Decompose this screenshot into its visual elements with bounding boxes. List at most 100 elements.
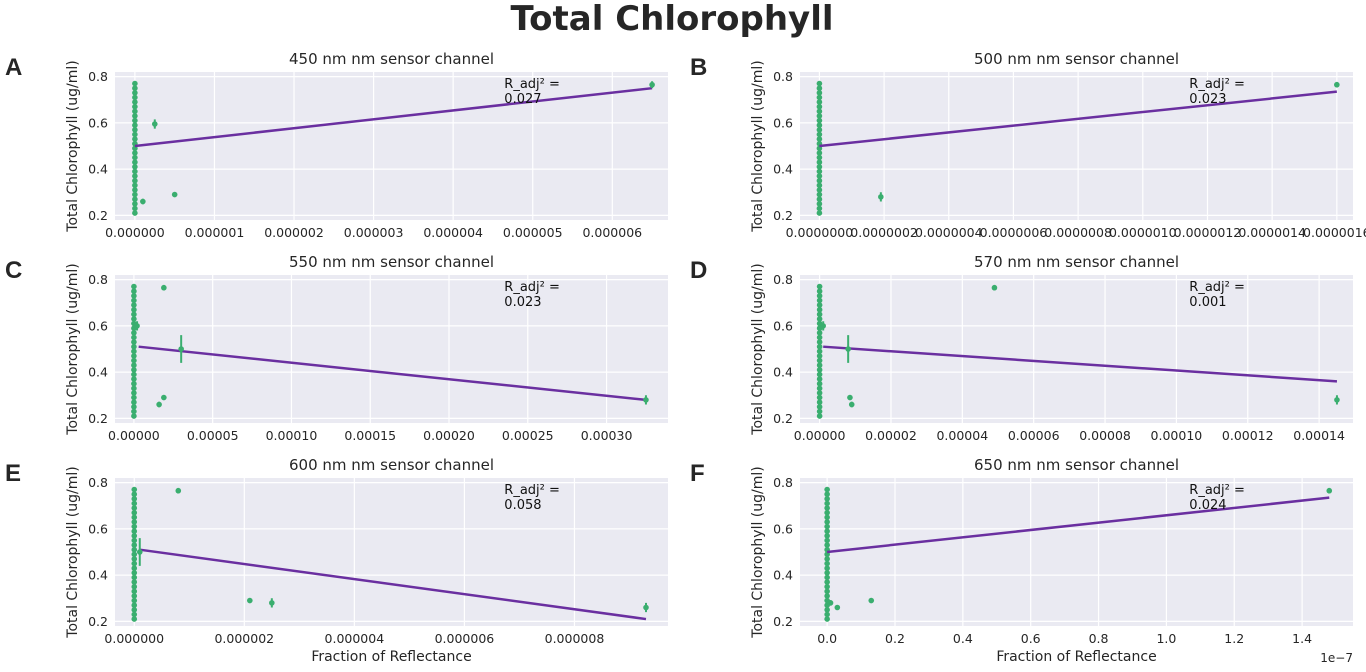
panel-e-title: 600 nm nm sensor channel: [289, 456, 494, 474]
panel-a-cluster-point: [132, 154, 138, 161]
panel-d-xtick-label: 0.00002: [865, 428, 917, 443]
panel-a-ytick-label: 0.4: [88, 162, 108, 177]
panel-e-cluster-point: [131, 588, 138, 595]
panel-c-data-point: [156, 401, 162, 408]
panel-b-cluster-point: [816, 150, 823, 156]
panel-e-cluster-point: [131, 616, 138, 622]
panel-e-cluster-point: [131, 593, 138, 599]
panel-f-ytick-label: 0.8: [773, 475, 793, 490]
panel-c-data-point: [643, 397, 649, 403]
panel-d-cluster-point: [816, 367, 823, 373]
panel-c-r2-annotation: 0.023: [504, 295, 541, 310]
panel-f: 0.0 0.2 0.4 0.6 0.8 1.0 1.2 1.4 0.2 0.4 0.6 0.8 F 650…: [690, 456, 1353, 665]
panel-d-fit-line: [823, 345, 1338, 383]
panel-e-data-point: [643, 604, 649, 611]
panel-f-data-point: [1326, 487, 1333, 494]
panel-b-ylabel: Total Chlorophyll (ug/ml): [750, 60, 766, 232]
panel-c-cluster-point: [131, 408, 137, 415]
panel-c-r2-annotation: R_adj² =: [504, 280, 560, 295]
panel-c-title: 550 nm nm sensor channel: [289, 253, 494, 271]
panel-c-xtick-label: 0.00010: [266, 428, 318, 443]
panel-c-cluster-point: [131, 297, 137, 304]
panel-b-cluster-point: [816, 173, 823, 179]
panel-c-cluster-point: [131, 380, 137, 387]
panel-d-ytick-label: 0.8: [773, 272, 793, 287]
panel-f-cluster-point: [824, 542, 830, 548]
panel-d-cluster-point: [816, 339, 823, 345]
panel-f-xlabel: Fraction of Reflectance: [996, 649, 1156, 665]
panel-e-xlabel: Fraction of Reflectance: [311, 649, 471, 665]
panel-a: 0.000000 0.000001 0.000002 0.000003 0.000004…: [5, 50, 668, 240]
panel-f-cluster-point: [824, 611, 830, 618]
panel-b-cluster-point: [816, 136, 823, 142]
panel-d-cluster-point: [816, 385, 823, 392]
panel-b-xtick-label: 0.0000016: [1303, 225, 1366, 240]
panel-a-plot-area: [115, 72, 668, 220]
panel-a-cluster-point: [132, 210, 138, 216]
panel-d-cluster-point: [816, 302, 823, 308]
panel-b-ytick-label: 0.4: [773, 162, 793, 177]
panel-f-fit-line: [827, 496, 1330, 554]
panel-a-cluster-point: [132, 205, 138, 212]
panel-c-letter: C: [5, 257, 22, 284]
panel-a-cluster-point: [132, 187, 138, 193]
panel-a-cluster-point: [132, 99, 138, 105]
panel-e-cluster-point: [131, 602, 138, 608]
panel-e-cluster-point: [131, 528, 138, 534]
panel-e-xtick-label: 0.000006: [435, 631, 495, 646]
panel-c-plot-area: [115, 275, 668, 423]
panel-a-cluster-point: [132, 94, 138, 101]
panel-e-ytick-label: 0.2: [88, 614, 108, 629]
panel-e-cluster-point: [131, 537, 138, 544]
panel-b-xtick-label: 0.0000010: [1109, 225, 1177, 240]
panel-e-xtick-label: 0.000004: [325, 631, 385, 646]
panel-f-xtick-label: 0.0: [817, 631, 837, 646]
panel-d-data-point: [1334, 397, 1340, 403]
panel-e-cluster-point: [131, 523, 138, 530]
panel-b-cluster-point: [816, 113, 823, 119]
panel-a-cluster-point: [132, 173, 138, 179]
panel-e-cluster-point: [131, 496, 138, 502]
panel-c-cluster-point: [131, 334, 137, 341]
panel-c-cluster-point: [131, 413, 137, 419]
panel-b-cluster-point: [816, 205, 823, 212]
panel-f-r2-annotation: R_adj² =: [1189, 483, 1245, 498]
panel-e-cluster-point: [131, 611, 138, 618]
panel-e-xtick-label: 0.000002: [214, 631, 274, 646]
panel-f-r2-annotation: 0.024: [1189, 498, 1226, 513]
panel-c-xtick-label: 0.00025: [502, 428, 554, 443]
panel-f-xtick-label: 0.2: [885, 631, 905, 646]
panel-b-xtick-label: 0.0000008: [1044, 225, 1112, 240]
panel-e-cluster-point: [131, 574, 138, 581]
panel-e-cluster-point: [131, 607, 138, 613]
panel-b-xtick-label: 0.0000012: [1174, 225, 1242, 240]
panel-d-cluster-point: [816, 297, 823, 304]
panel-d-cluster-point: [816, 408, 823, 415]
panel-d-plot-area: [800, 275, 1353, 423]
panel-f-cluster-point: [824, 537, 830, 544]
panel-f-cluster-point: [824, 616, 830, 622]
panel-e-cluster-point: [131, 597, 138, 604]
panel-a-xtick-label: 0.000000: [105, 225, 165, 240]
panel-b-plot-area: [800, 72, 1353, 220]
panel-d-ylabel: Total Chlorophyll (ug/ml): [750, 263, 766, 435]
panel-e-cluster-point: [131, 533, 138, 539]
panel-d-data-point: [820, 323, 826, 329]
panel-b-cluster-point: [816, 154, 823, 161]
panel-a-title: 450 nm nm sensor channel: [289, 50, 494, 68]
panel-f-xtick-label: 0.4: [953, 631, 973, 646]
panel-a-ylabel: Total Chlorophyll (ug/ml): [65, 60, 81, 232]
panel-a-data-point: [140, 198, 146, 205]
panel-c-ylabel: Total Chlorophyll (ug/ml): [65, 263, 81, 435]
figure-title: Total Chlorophyll: [510, 0, 833, 39]
panel-a-xtick-label: 0.000001: [185, 225, 245, 240]
panel-c-cluster-point: [131, 371, 137, 378]
panel-d-cluster-point: [816, 311, 823, 318]
panel-b-cluster-point: [816, 159, 823, 165]
panel-d-cluster-point: [816, 316, 823, 322]
panel-c-cluster-point: [131, 367, 137, 373]
panel-a-cluster-point: [132, 159, 138, 165]
panel-d-xtick-label: 0.00000: [794, 428, 846, 443]
panel-d-cluster-point: [816, 376, 823, 382]
